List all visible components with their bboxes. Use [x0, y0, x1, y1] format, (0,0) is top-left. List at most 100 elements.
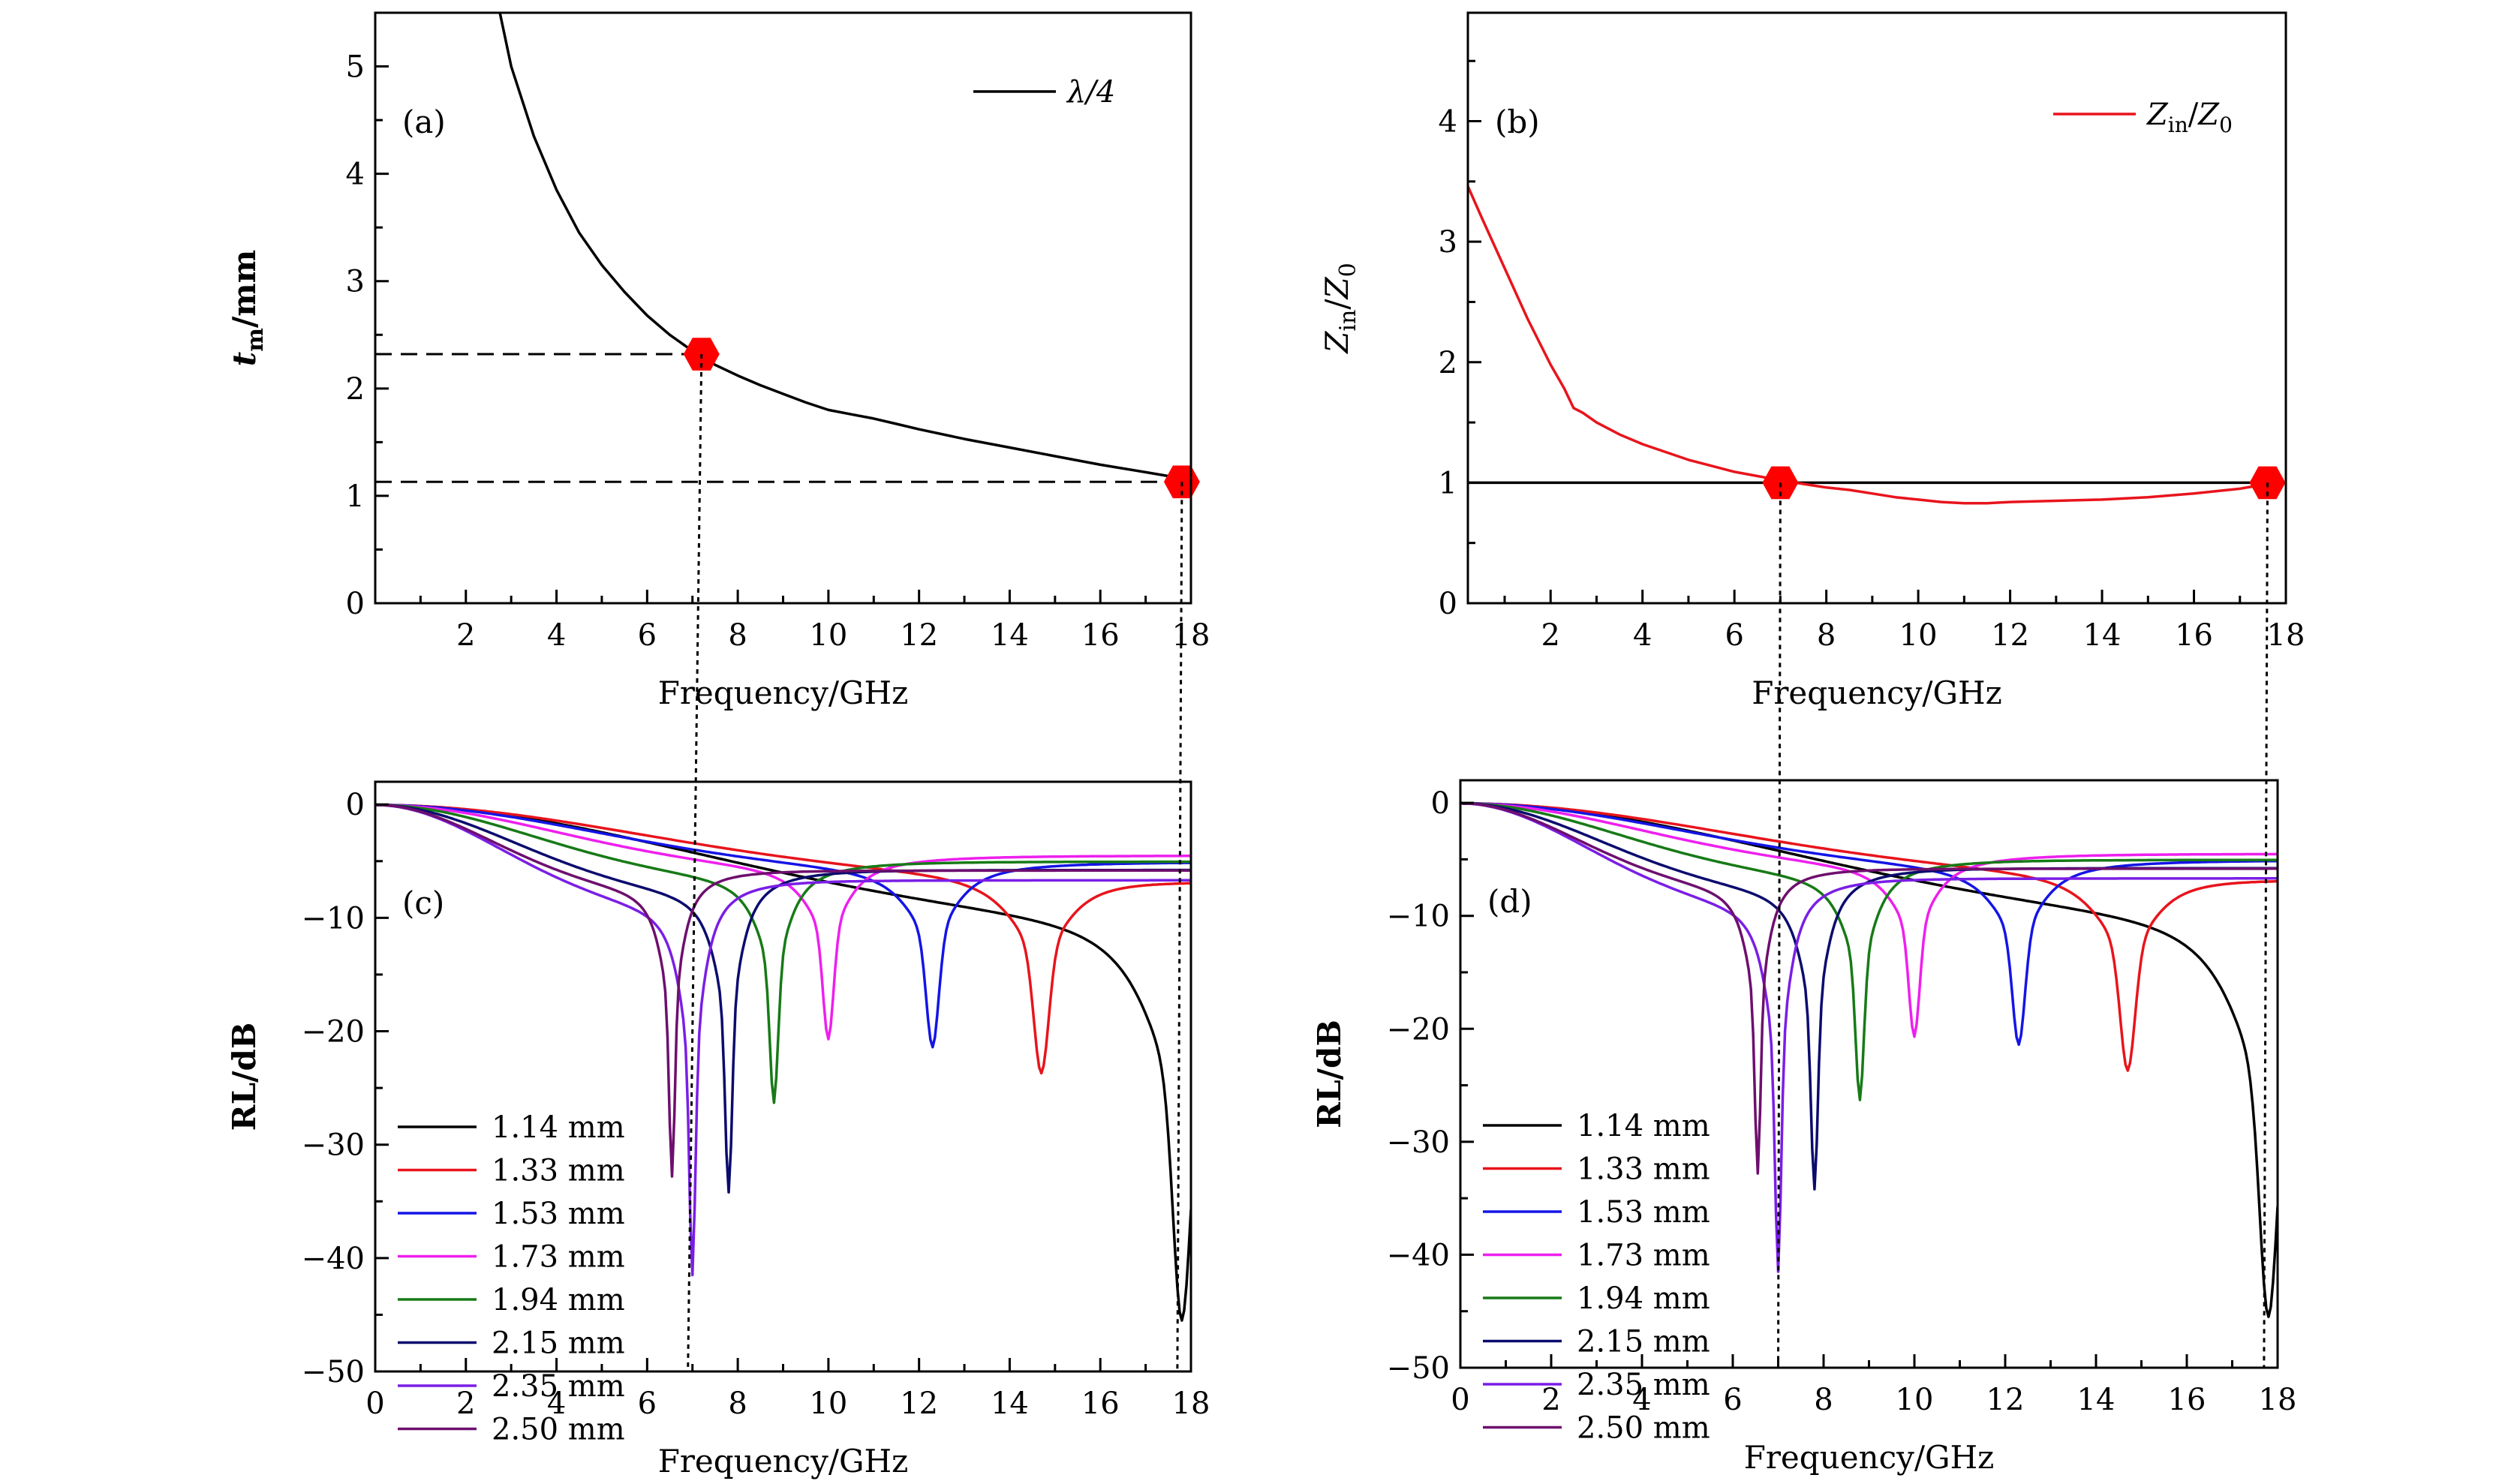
x-tick-label: 14 [991, 1386, 1029, 1421]
x-tick-label: 8 [1814, 1383, 1833, 1417]
panel-label: (c) [402, 885, 444, 921]
y-tick-label: 4 [346, 158, 365, 192]
legend-label: 1.94 mm [1577, 1281, 1710, 1316]
y-tick-label: 0 [1439, 587, 1457, 621]
panel-a: 2 4 6 8 10 12 14 16 18012345Frequency/GHz(a)tm/m… [226, 11, 1210, 711]
series-line-194 [1460, 801, 2278, 1101]
panel-label: (d) [1487, 883, 1532, 920]
y-tick-label: −30 [302, 1128, 365, 1163]
series-group [1460, 801, 2278, 1318]
y-tick-label: −20 [302, 1015, 365, 1050]
series-line-173 [375, 803, 1191, 1041]
legend-label: λ/4 [1066, 75, 1115, 110]
y-tick-label: 0 [346, 587, 365, 621]
y-tick-label: 1 [346, 479, 365, 514]
x-tick-label: 16 [1081, 1386, 1120, 1421]
panel-b: 2 4 6 8 10 12 14 16 1801234Frequency/GHz(b)Zin/Z… [1319, 11, 2305, 711]
y-tick-label: 2 [1439, 346, 1457, 380]
x-tick-label: 0 [1451, 1383, 1469, 1417]
x-tick-label: 14 [2083, 618, 2122, 653]
y-tick-label: 1 [1439, 466, 1457, 500]
y-tick-label: −50 [302, 1355, 365, 1389]
x-tick-label: 12 [1991, 618, 2029, 653]
y-tick-label: 2 [346, 372, 365, 407]
y-tick-label: −30 [1387, 1125, 1450, 1160]
y-axis-title: Zin/Z0 [1319, 263, 1361, 355]
legend-label: 1.94 mm [492, 1283, 625, 1317]
series-line-133 [1460, 801, 2278, 1072]
x-tick-label: 8 [1817, 618, 1836, 653]
y-tick-label: 3 [1439, 225, 1457, 260]
y-tick-label: 4 [1439, 105, 1457, 140]
legend-label: 2.35 mm [1577, 1368, 1710, 1402]
y-tick-label: −50 [1387, 1351, 1450, 1386]
x-axis-title: Frequency/GHz [658, 674, 909, 711]
series-line-lambda-quarter [498, 12, 1178, 479]
x-tick-label: 18 [1172, 618, 1210, 653]
legend-label: Zin/Z0 [2146, 98, 2233, 137]
series-line-133 [375, 803, 1191, 1075]
y-tick-label: 5 [346, 50, 365, 85]
x-tick-label: 2 [456, 618, 475, 653]
series-line-zin-z0 [1466, 185, 2287, 505]
x-tick-label: 18 [2259, 1383, 2297, 1417]
vertical-guide-line [687, 354, 703, 1372]
x-axis-title: Frequency/GHz [1752, 674, 2002, 711]
panel-d: 0 2 4 6 8 10 12 14 16 18 0 −10 −20 −30 −40 −50 Frequency… [1311, 779, 2297, 1476]
y-tick-label: −40 [302, 1242, 365, 1276]
legend-label: 1.33 mm [492, 1154, 625, 1188]
x-axis-title: Frequency/GHz [658, 1443, 909, 1479]
legend-label: 1.14 mm [1577, 1109, 1710, 1143]
x-tick-label: 14 [991, 618, 1029, 653]
legend-label: 1.33 mm [1577, 1152, 1710, 1187]
y-tick-label: −40 [1387, 1238, 1450, 1272]
x-tick-label: 10 [809, 1386, 847, 1421]
series-line-153 [1460, 801, 2278, 1047]
x-tick-label: 18 [1172, 1386, 1210, 1421]
series-line-235 [1460, 801, 2278, 1273]
x-tick-label: 4 [547, 618, 566, 653]
panel-label: (a) [402, 104, 446, 140]
x-tick-label: 10 [1896, 1383, 1934, 1417]
x-tick-label: 18 [2267, 618, 2305, 653]
series-line-250 [1460, 801, 2278, 1175]
panel-label: (b) [1495, 104, 1540, 140]
panel-c: 0 2 4 6 8 10 12 14 16 18 0 −10 −20 −30 −40 −50 Frequency… [226, 780, 1210, 1479]
y-tick-label: 0 [1431, 786, 1450, 821]
legend-label: 2.35 mm [492, 1369, 625, 1404]
y-tick-label: −10 [302, 901, 365, 936]
y-tick-label: −20 [1387, 1012, 1450, 1047]
x-tick-label: 10 [809, 618, 847, 653]
cross-panel-guides [687, 354, 2269, 1372]
x-tick-label: 6 [638, 1386, 657, 1421]
y-tick-label: −10 [1387, 900, 1450, 934]
legend-label: 1.73 mm [492, 1240, 625, 1275]
series-line-235 [375, 803, 1191, 1277]
x-tick-label: 6 [638, 618, 657, 653]
x-tick-label: 16 [2168, 1383, 2206, 1417]
plot-frame [1466, 11, 2287, 605]
legend-label: 1.53 mm [1577, 1195, 1710, 1230]
legend-label: 2.15 mm [492, 1326, 625, 1361]
series-line-250 [375, 803, 1191, 1178]
x-tick-label: 4 [1633, 618, 1652, 653]
series-line-153 [375, 803, 1191, 1049]
x-tick-label: 12 [1986, 1383, 2025, 1417]
legend-label: 1.53 mm [492, 1197, 625, 1231]
x-tick-label: 8 [728, 618, 747, 653]
y-tick-label: 3 [346, 265, 365, 299]
x-tick-label: 2 [1541, 618, 1559, 653]
y-axis-title: RL/dB [226, 1023, 263, 1131]
x-tick-label: 12 [900, 1386, 938, 1421]
vertical-guide-line [1777, 482, 1782, 1368]
legend-label: 1.73 mm [1577, 1239, 1710, 1273]
vertical-guide-line [2263, 482, 2269, 1368]
x-tick-label: 8 [728, 1386, 747, 1421]
y-tick-label: 0 [346, 788, 365, 822]
x-axis-title: Frequency/GHz [1744, 1439, 1995, 1476]
vertical-guide-line [1176, 482, 1183, 1372]
x-tick-label: 6 [1723, 1383, 1742, 1417]
x-tick-label: 16 [2175, 618, 2213, 653]
legend-label: 2.50 mm [492, 1413, 625, 1447]
series-group [375, 803, 1191, 1322]
